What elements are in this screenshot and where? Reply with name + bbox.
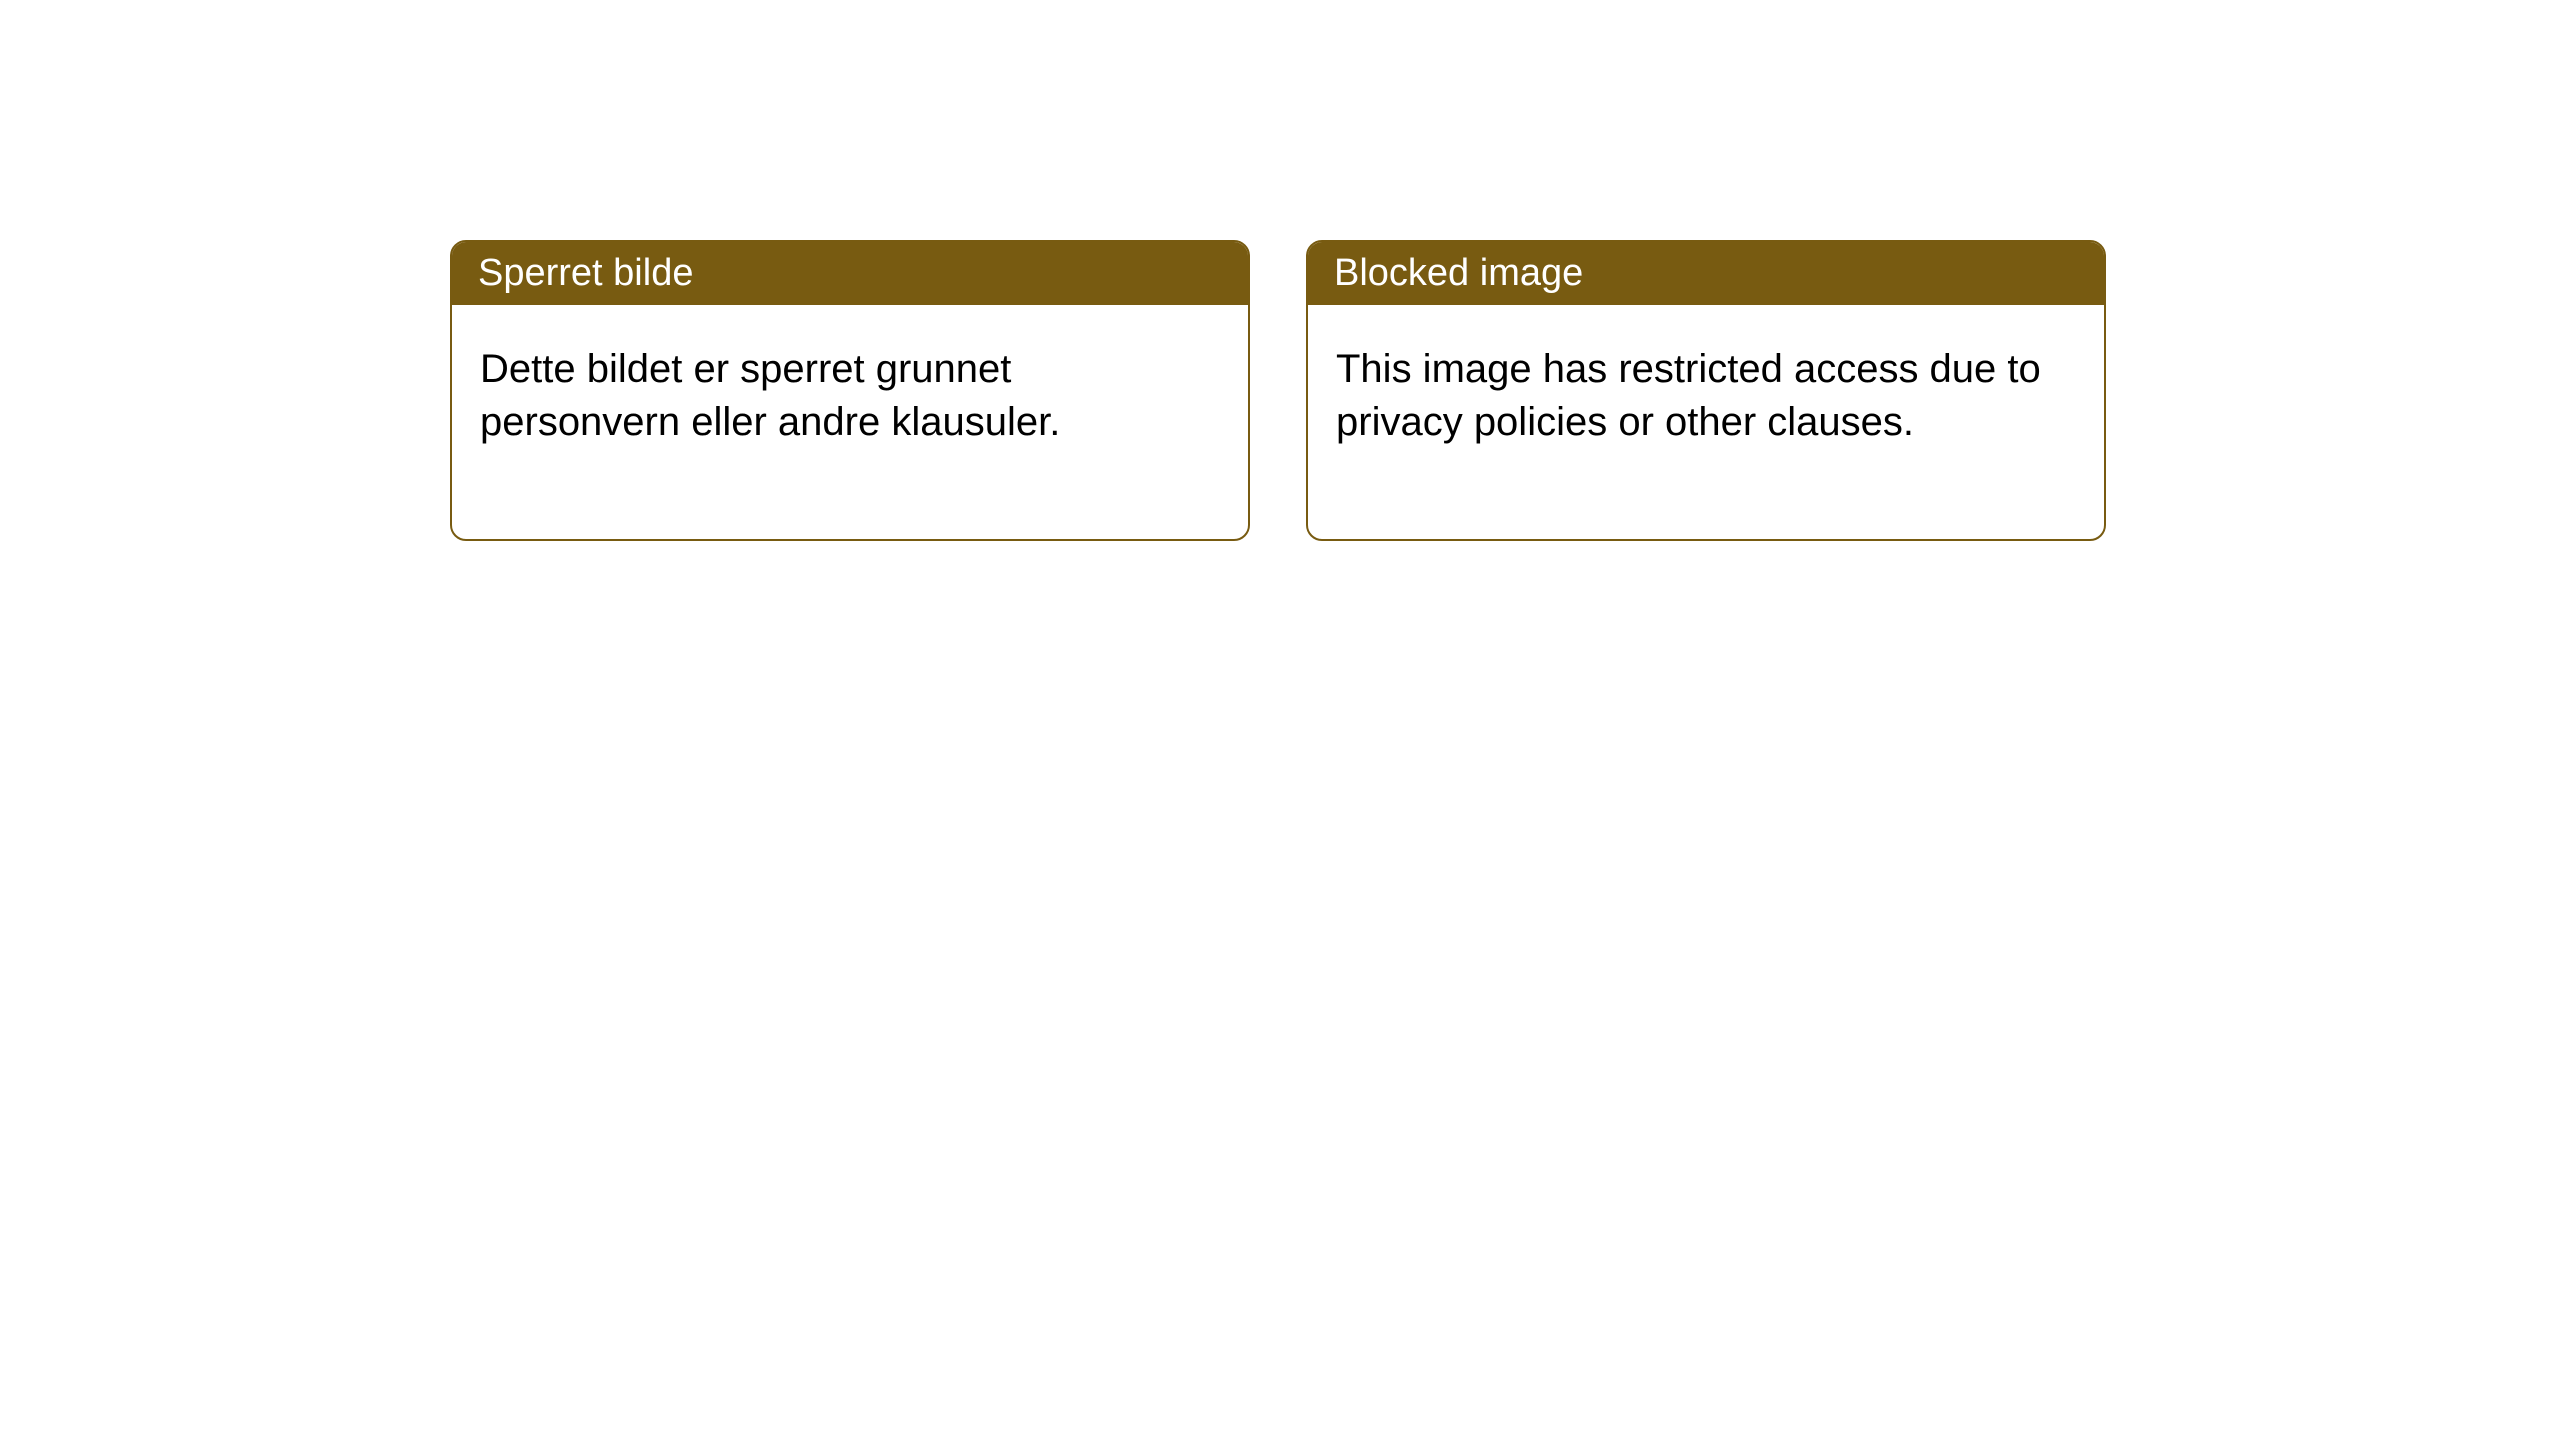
card-title: Sperret bilde bbox=[478, 252, 693, 294]
card-header: Sperret bilde bbox=[452, 242, 1248, 305]
card-body: This image has restricted access due to … bbox=[1308, 305, 2104, 539]
blocked-image-card-no: Sperret bilde Dette bildet er sperret gr… bbox=[450, 240, 1250, 541]
blocked-image-card-en: Blocked image This image has restricted … bbox=[1306, 240, 2106, 541]
card-container: Sperret bilde Dette bildet er sperret gr… bbox=[0, 0, 2560, 541]
card-title: Blocked image bbox=[1334, 252, 1583, 294]
card-body-text: This image has restricted access due to … bbox=[1336, 347, 2041, 444]
card-header: Blocked image bbox=[1308, 242, 2104, 305]
card-body: Dette bildet er sperret grunnet personve… bbox=[452, 305, 1248, 539]
card-body-text: Dette bildet er sperret grunnet personve… bbox=[480, 347, 1060, 444]
